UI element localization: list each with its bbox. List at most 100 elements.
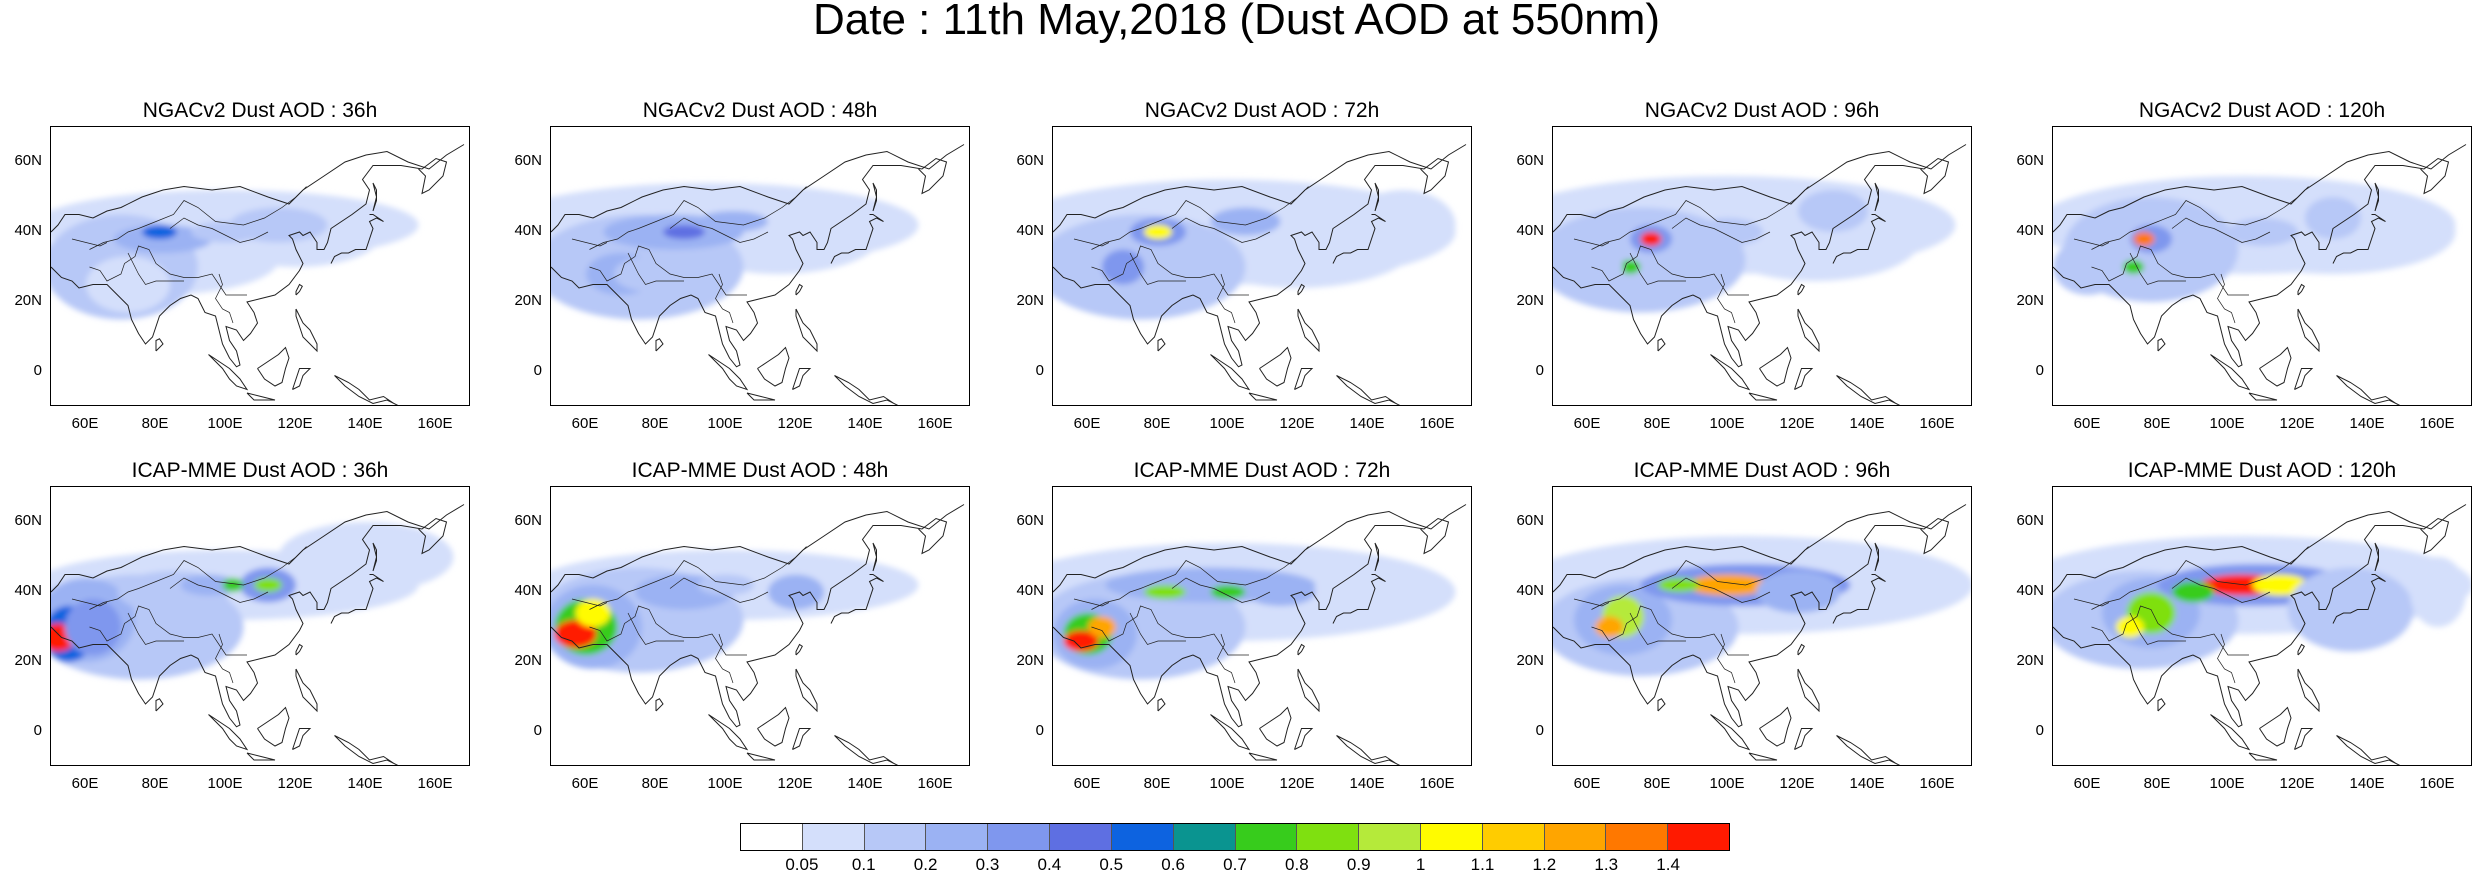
lon-tick-label: 160E [417, 415, 453, 432]
coastline [1836, 735, 1901, 765]
map-panel: ICAP-MME Dust AOD : 48h 60N 40N 20N 0 60E 80E 1… [514, 460, 970, 792]
country-border [127, 252, 184, 285]
lat-tick-label: 40N [14, 582, 42, 599]
coastline [51, 157, 448, 368]
coastline [1797, 668, 1820, 713]
coastline [1297, 283, 1305, 296]
country-border [715, 633, 734, 684]
coastline [795, 308, 818, 353]
dust-aod-map [51, 144, 465, 405]
map-panel: NGACv2 Dust AOD : 96h 60N 40N 20N 0 60E 80E 100… [1516, 100, 1972, 432]
dust-plume [142, 225, 177, 239]
colorbar-cell [1482, 824, 1545, 850]
country-border [1091, 605, 1249, 656]
coastline [1657, 338, 1666, 352]
coastline [551, 144, 965, 233]
coastline [1874, 182, 1880, 212]
colorbar-cell [1420, 824, 1483, 850]
country-border [1671, 577, 1771, 603]
coastline [155, 698, 164, 712]
coastline [834, 375, 899, 405]
dust-plume [1686, 574, 1770, 596]
lat-tick-label: 60N [14, 512, 42, 529]
country-border [1573, 238, 1610, 247]
country-border [1217, 273, 1236, 324]
country-border [89, 546, 307, 610]
coastline [708, 354, 749, 391]
dust-field [51, 190, 419, 320]
dust-aod-map [1553, 144, 1967, 405]
lat-tick-label: 40N [1516, 222, 1544, 239]
lon-tick-label: 120E [277, 775, 313, 792]
dust-plume [229, 207, 328, 243]
map-frame [550, 486, 970, 766]
lon-tick-label: 80E [641, 775, 669, 792]
dust-plume [1350, 190, 1456, 260]
lat-tick-label: 20N [14, 652, 42, 669]
dust-aod-map [1053, 144, 1467, 405]
lat-tick-label: 0 [2035, 362, 2044, 379]
dust-plume [698, 211, 768, 232]
map-frame [1052, 486, 1472, 766]
coastline [2374, 182, 2380, 212]
country-border [669, 577, 769, 603]
coastline [2248, 392, 2278, 401]
dust-plume [2123, 260, 2144, 274]
lon-tick-label: 80E [2143, 415, 2171, 432]
dust-plume [222, 578, 244, 592]
coastline [1332, 574, 1386, 624]
colorbar-label: 0.7 [1223, 855, 1247, 874]
coastline [551, 157, 948, 368]
coastline [1374, 542, 1380, 572]
coastline [2374, 542, 2380, 572]
dust-plume [254, 578, 282, 592]
lon-tick-label: 100E [1709, 415, 1745, 432]
country-border [589, 245, 747, 296]
dust-field [551, 183, 919, 320]
country-border [2129, 252, 2186, 285]
coastline [1248, 392, 1278, 401]
dust-aod-map [551, 144, 965, 405]
dust-plume [1553, 239, 1623, 295]
dust-plume [86, 256, 170, 313]
coastline [2297, 308, 2320, 353]
country-border [1591, 186, 1809, 250]
lon-tick-label: 100E [2209, 415, 2245, 432]
coastline [1374, 182, 1380, 212]
coastline [2157, 338, 2166, 352]
colorbar-label: 0.1 [851, 855, 876, 874]
coastline [2259, 346, 2292, 387]
lon-tick-label: 120E [1779, 775, 1815, 792]
coastline [1553, 517, 1950, 728]
colorbar-cell [988, 824, 1051, 850]
panel-title: ICAP-MME Dust AOD : 72h [1133, 459, 1391, 482]
coastline [2053, 144, 2467, 233]
lon-tick-label: 160E [2419, 415, 2455, 432]
dust-plume [768, 574, 824, 610]
lon-tick-label: 120E [777, 775, 813, 792]
coastline [655, 698, 664, 712]
coastline [1553, 504, 1967, 593]
country-border [1091, 546, 1309, 610]
coastline [2210, 354, 2251, 391]
lon-tick-label: 120E [777, 415, 813, 432]
country-border [169, 217, 269, 243]
map-panel: ICAP-MME Dust AOD : 36h 60N 40N 20N 0 60E 80E 1… [14, 460, 470, 792]
panel-title: ICAP-MME Dust AOD : 48h [631, 459, 889, 482]
country-border [2171, 577, 2271, 603]
coastline [1297, 308, 1320, 353]
lon-tick-label: 140E [1849, 775, 1885, 792]
coastline [330, 214, 384, 264]
lon-tick-label: 60E [1573, 415, 1601, 432]
panel-title: NGACv2 Dust AOD : 48h [642, 99, 878, 122]
dust-plume [1595, 616, 1623, 638]
lon-tick-label: 120E [2279, 415, 2315, 432]
coastline [1832, 574, 1886, 624]
coastline [1053, 144, 1467, 233]
dust-plume [2116, 616, 2144, 638]
coastline [1248, 752, 1278, 761]
lon-tick-label: 140E [847, 415, 883, 432]
coastline [1797, 283, 1805, 296]
country-border [2217, 273, 2236, 324]
map-frame [1052, 126, 1472, 406]
